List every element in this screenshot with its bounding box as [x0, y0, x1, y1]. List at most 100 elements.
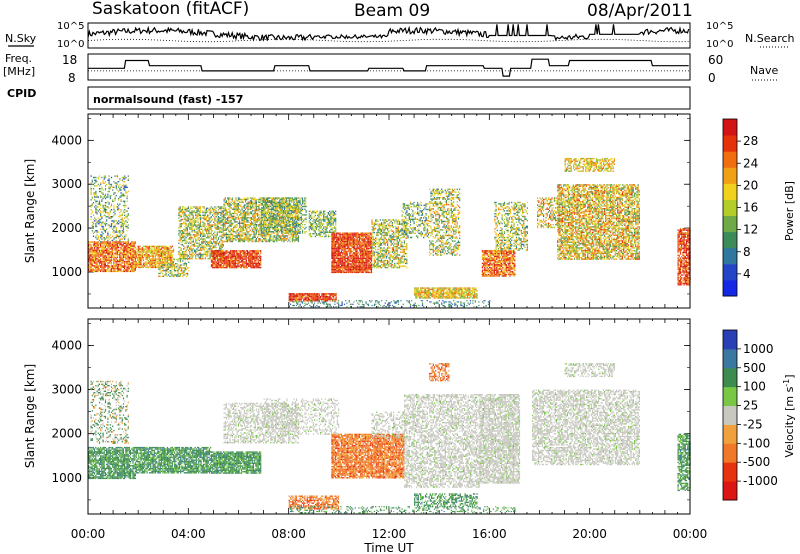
echo-cell [158, 248, 160, 250]
echo-cell [241, 198, 243, 201]
echo-cell [279, 215, 281, 217]
echo-cell [102, 241, 104, 243]
echo-cell [122, 200, 125, 202]
echo-cell [258, 225, 260, 227]
echo-cell [136, 256, 139, 259]
echo-cell [170, 247, 172, 249]
echo-cell [274, 221, 276, 223]
echo-cell [160, 254, 163, 256]
echo-cell [175, 274, 177, 276]
echo-cell [246, 264, 249, 266]
echo-cell [246, 207, 248, 209]
echo-cell [112, 256, 114, 259]
echo-cell [169, 255, 171, 257]
echo-cell [152, 245, 154, 248]
echo-cell [106, 241, 108, 243]
echo-cell [146, 259, 148, 262]
echo-cell [104, 238, 107, 240]
echo-cell [255, 254, 257, 256]
echo-cell [185, 251, 187, 253]
echo-cell [202, 234, 204, 236]
echo-cell [248, 254, 250, 256]
echo-cell [242, 221, 244, 223]
echo-cell [163, 264, 165, 266]
echo-cell [273, 197, 275, 199]
echo-cell [234, 207, 236, 209]
echo-cell [284, 210, 286, 212]
echo-cell [122, 270, 124, 273]
echo-cell [146, 245, 148, 248]
echo-cell [224, 222, 226, 224]
echo-cell [167, 263, 169, 265]
echo-cell [246, 218, 248, 220]
echo-cell [92, 221, 95, 223]
echo-cell [110, 203, 113, 205]
echo-cell [217, 216, 220, 218]
echo-cell [180, 230, 182, 232]
echo-cell [251, 198, 253, 201]
echo-cell [154, 255, 157, 257]
echo-cell [183, 223, 185, 225]
echo-cell [230, 228, 232, 230]
echo-cell [165, 270, 167, 272]
echo-cell [95, 193, 97, 195]
echo-cell [189, 223, 191, 225]
echo-cell [180, 241, 182, 243]
echo-cell [247, 198, 249, 201]
echo-cell [205, 230, 208, 232]
echo-cell [274, 226, 276, 229]
echo-cell [285, 235, 287, 237]
echo-cell [215, 210, 217, 212]
echo-cell [104, 258, 106, 260]
echo-cell [276, 232, 278, 234]
echo-cell [280, 205, 282, 208]
echo-cell [136, 249, 139, 252]
echo-cell [110, 244, 112, 246]
echo-cell [269, 238, 271, 240]
echo-cell [225, 235, 227, 237]
echo-cell [248, 226, 250, 229]
echo-cell [95, 258, 97, 260]
echo-cell [175, 263, 177, 265]
echo-cell [124, 202, 126, 204]
echo-cell [245, 239, 247, 241]
echo-cell [94, 248, 96, 250]
echo-cell [145, 252, 147, 255]
echo-cell [114, 225, 116, 228]
echo-cell [126, 260, 128, 263]
echo-cell [187, 238, 190, 240]
echo-cell [198, 253, 200, 256]
echo-cell [116, 221, 119, 223]
echo-cell [114, 192, 116, 194]
echo-cell [130, 249, 132, 252]
echo-cell [183, 251, 185, 253]
echo-cell [257, 214, 259, 216]
echo-cell [285, 207, 287, 209]
echo-cell [245, 252, 247, 255]
echo-cell [167, 268, 169, 270]
echo-cell [136, 258, 139, 260]
echo-cell [115, 253, 117, 256]
echo-cell [240, 229, 242, 231]
echo-cell [259, 208, 261, 210]
echo-cell [147, 245, 149, 248]
echo-cell [156, 245, 158, 248]
echo-cell [104, 181, 107, 183]
echo-cell [171, 264, 173, 266]
echo-cell [94, 199, 96, 201]
echo-cell [89, 269, 91, 271]
echo-cell [290, 207, 292, 209]
echo-cell [254, 197, 256, 199]
echo-cell [221, 216, 223, 218]
echo-cell [237, 208, 239, 210]
echo-cell [285, 229, 287, 231]
echo-cell [243, 264, 245, 266]
echo-cell [113, 206, 115, 208]
echo-cell [204, 230, 206, 232]
echo-cell [262, 231, 264, 233]
echo-cell [240, 266, 243, 269]
echo-cell [115, 239, 117, 242]
echo-cell [126, 225, 128, 228]
echo-cell [158, 259, 160, 262]
echo-cell [96, 255, 98, 257]
